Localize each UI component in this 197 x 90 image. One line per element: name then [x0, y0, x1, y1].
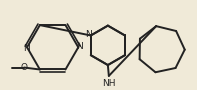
Text: N: N — [23, 44, 29, 53]
Text: N: N — [85, 30, 92, 39]
Text: O: O — [21, 63, 28, 72]
Text: NH: NH — [102, 79, 116, 88]
Text: N: N — [76, 42, 83, 51]
